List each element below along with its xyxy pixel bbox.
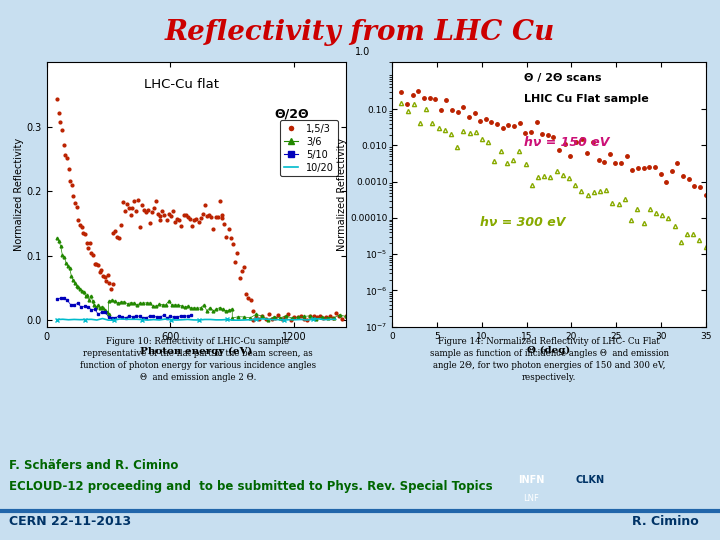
Y-axis label: Normalized Reflectivity: Normalized Reflectivity [14,138,24,251]
Text: LNF: LNF [523,494,539,503]
Text: hν = 300 eV: hν = 300 eV [480,215,565,228]
Text: LHC-Cu flat: LHC-Cu flat [144,78,219,91]
Text: Reflectivity from LHC Cu: Reflectivity from LHC Cu [165,19,555,46]
Text: INFN: INFN [518,475,544,485]
Text: R. Cimino: R. Cimino [631,515,698,528]
Text: CERN 22-11-2013: CERN 22-11-2013 [9,515,131,528]
Text: Θ / 2Θ scans: Θ / 2Θ scans [524,73,601,83]
X-axis label: Photon energy (eV): Photon energy (eV) [140,347,253,356]
Text: hν = 150 eV: hν = 150 eV [524,136,609,149]
Text: CLKN: CLKN [576,475,605,485]
X-axis label: Θ (deg): Θ (deg) [527,346,571,355]
Text: Θ/2Θ: Θ/2Θ [274,107,308,120]
Text: Figure 14: Normalized Reflectivity of LHC- Cu Flat
sample as function of inciden: Figure 14: Normalized Reflectivity of LH… [430,338,669,382]
Legend: 1,5/3, 3/6, 5/10, 10/20: 1,5/3, 3/6, 5/10, 10/20 [280,120,338,177]
Text: Figure 10: Reflectivity of LHIC-Cu sample
representative of the flat part of the: Figure 10: Reflectivity of LHIC-Cu sampl… [80,338,316,382]
Text: 1.0: 1.0 [355,47,370,57]
Text: ECLOUD-12 proceeding and  to be submitted to Phys. Rev. Special Topics: ECLOUD-12 proceeding and to be submitted… [9,480,492,492]
Text: F. Schäfers and R. Cimino: F. Schäfers and R. Cimino [9,459,178,472]
Text: LHIC Cu Flat sample: LHIC Cu Flat sample [524,94,649,104]
Y-axis label: Normalized Reflectivity: Normalized Reflectivity [338,138,347,251]
